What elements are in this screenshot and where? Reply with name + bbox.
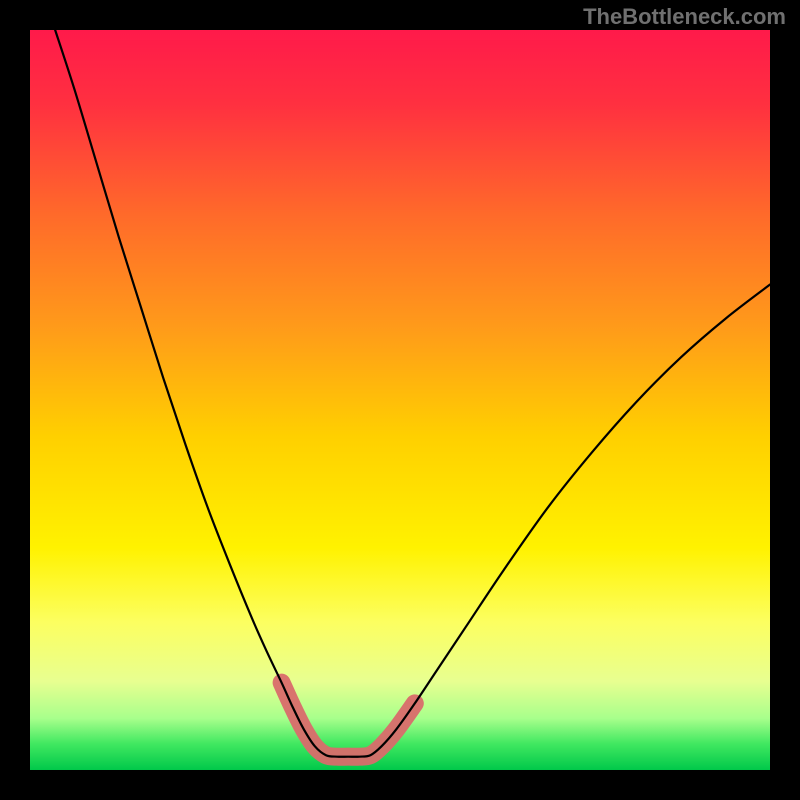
gradient-background — [30, 30, 770, 770]
watermark-text: TheBottleneck.com — [583, 4, 786, 30]
bottleneck-chart — [0, 0, 800, 800]
